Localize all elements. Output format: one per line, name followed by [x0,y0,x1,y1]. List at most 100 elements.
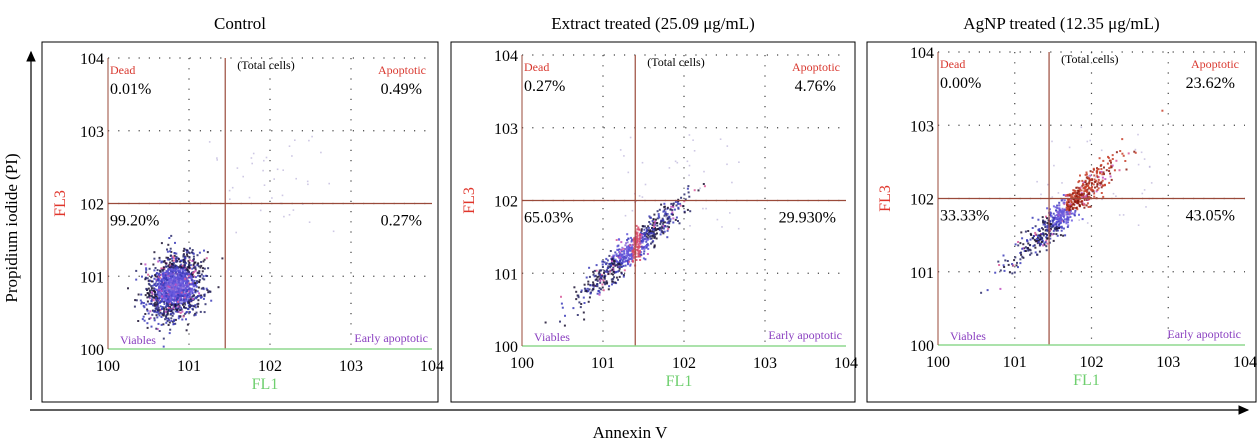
data-point [169,270,172,273]
data-point [1077,190,1080,192]
data-point [1086,177,1089,180]
data-point [660,229,663,232]
data-point [1037,229,1040,232]
data-point [686,208,689,211]
data-point [164,287,167,290]
data-point [163,277,166,280]
data-point [194,269,197,272]
data-point [159,276,162,279]
data-point [632,253,635,256]
data-point [158,330,161,332]
data-point [999,287,1002,290]
data-point [666,225,669,228]
data-point [1081,194,1083,197]
data-point [641,236,644,239]
data-point [1145,206,1147,208]
data-point [646,236,649,239]
data-point [180,275,183,278]
data-point [168,278,171,280]
data-point [1027,249,1030,252]
data-point [145,303,148,306]
x-tick-label: 104 [1233,354,1257,371]
data-point [640,228,643,231]
data-point [178,270,181,273]
data-point [627,237,630,240]
data-point [160,261,163,264]
data-point [185,307,188,310]
data-point [1040,233,1043,236]
y-tick-label: 104 [910,45,934,62]
data-point [1029,238,1032,241]
data-point [198,292,201,295]
data-point [155,280,158,283]
data-point [645,245,648,248]
data-point [1059,209,1061,212]
data-point [180,259,183,262]
data-point [149,316,152,319]
data-point [158,288,160,291]
quadrant-name-apoptotic: Apoptotic [1191,57,1239,71]
data-point [155,297,158,299]
data-point [156,309,159,312]
data-point [639,233,642,236]
data-point [1089,170,1092,173]
data-point [197,305,199,308]
data-point [168,321,171,324]
data-point [154,275,157,278]
data-point [1078,219,1080,221]
data-point [588,275,591,278]
data-point [631,259,634,262]
data-point [613,276,615,279]
data-point [1137,133,1139,136]
data-point [168,279,171,282]
data-point [179,293,182,296]
data-point [189,283,192,286]
data-point [1067,193,1069,196]
data-point [149,310,152,313]
data-point [658,216,661,219]
data-point [158,314,161,317]
data-point [655,218,657,221]
data-point [1017,241,1020,243]
data-point [644,231,647,234]
data-point [168,266,171,269]
data-point [651,241,654,244]
data-point [177,300,179,303]
data-point [184,288,187,291]
data-point [1006,260,1009,262]
data-point [179,269,182,272]
data-point [679,204,682,207]
data-point [167,307,170,309]
data-point [1093,180,1096,183]
data-point [165,270,168,273]
data-point [189,290,192,293]
data-point [276,168,279,171]
data-point [141,318,144,321]
data-point [181,310,184,313]
y-tick-label: 101 [494,266,518,283]
data-point [171,263,173,265]
data-point [1089,178,1092,181]
data-point [628,244,631,247]
data-point [1086,188,1089,191]
data-point [632,239,635,242]
data-point [604,281,607,284]
data-point [168,237,171,239]
data-point [1011,272,1014,275]
data-point [158,256,161,259]
data-point [674,160,677,163]
data-point [157,290,160,293]
data-point [656,210,659,213]
data-point [183,269,186,272]
data-point [150,302,153,305]
data-point [703,185,706,188]
data-point [200,287,203,290]
data-point [561,306,564,309]
data-point [563,324,566,327]
data-point [1063,214,1066,217]
data-point [172,307,175,310]
data-point [201,277,204,280]
data-point [1020,251,1022,254]
data-point [170,293,173,296]
data-point [187,296,190,299]
